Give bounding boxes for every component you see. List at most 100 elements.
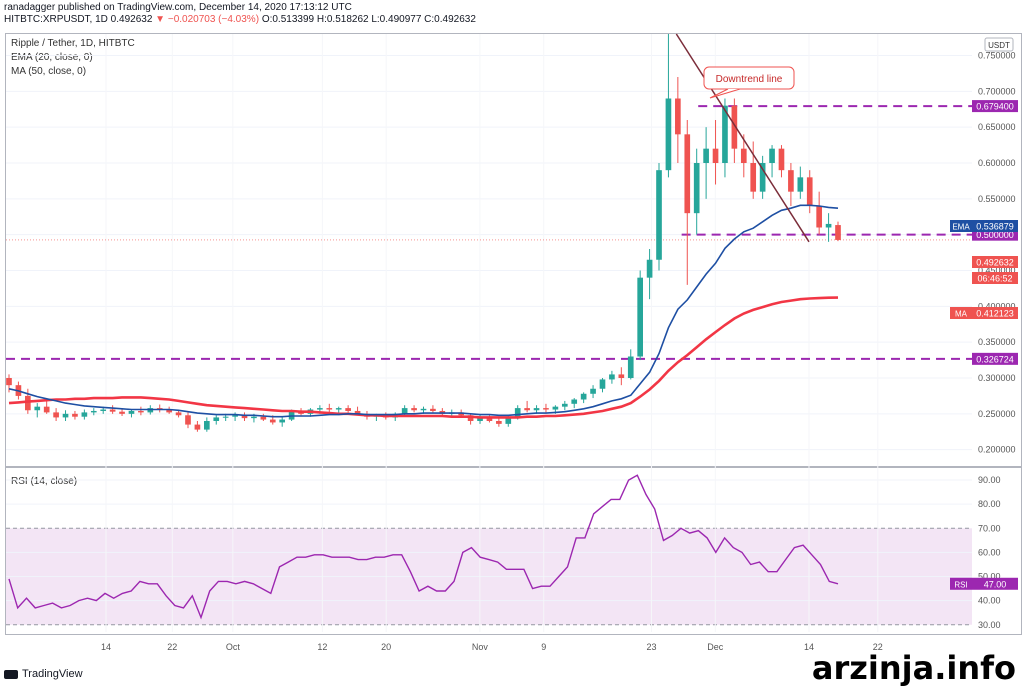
price-tag-bg: [972, 272, 1018, 284]
candle-body: [590, 388, 596, 394]
candle-body: [128, 410, 135, 414]
candle-body: [524, 408, 530, 411]
price-tag-name: EMA: [952, 223, 970, 232]
candle-body: [232, 415, 238, 417]
candle-body: [119, 411, 125, 414]
y-tick-label: 0.300000: [978, 373, 1016, 383]
tradingview-brand[interactable]: TradingView: [4, 668, 83, 680]
candle-body: [806, 177, 813, 206]
legend-ema[interactable]: EMA (20, close, 0): [11, 52, 93, 63]
candle-body: [788, 170, 794, 192]
candle-body: [241, 415, 248, 419]
rsi-tick-label: 70.00: [978, 523, 1001, 533]
legend-ma[interactable]: MA (50, close, 0): [11, 66, 87, 77]
legend-rsi[interactable]: RSI (14, close): [11, 476, 78, 487]
candle-body: [656, 170, 662, 260]
legend-symbol[interactable]: Ripple / Tether, 1D, HITBTC: [11, 38, 135, 49]
candle-body: [279, 419, 286, 423]
rsi-tick-label: 30.00: [978, 620, 1001, 630]
candle-body: [637, 277, 643, 357]
candle-body: [599, 379, 606, 389]
candle-body: [175, 412, 182, 416]
candle-body: [109, 409, 116, 412]
candle-body: [335, 408, 342, 410]
currency-badge-bg: [984, 37, 1014, 52]
candle-body: [6, 378, 12, 386]
y-tick-label: 0.450000: [978, 266, 1016, 276]
y-tick-label: 0.750000: [978, 51, 1016, 61]
price-tag-name-bg: [950, 307, 972, 319]
candle-body: [665, 98, 672, 171]
ma-50-line: [8, 296, 839, 419]
y-tick-label: 0.400000: [978, 301, 1016, 311]
candle-body: [467, 415, 474, 421]
candle-body: [477, 418, 483, 421]
candle-body: [62, 413, 69, 418]
rsi-tick-label: 60.00: [978, 547, 1001, 557]
brand-label: TradingView: [22, 668, 83, 680]
y-tick-label: 0.550000: [978, 194, 1016, 204]
candle-body: [185, 415, 191, 425]
publish-info: ranadagger published on TradingView.com,…: [4, 2, 352, 13]
candle-body: [646, 259, 653, 278]
candle-body: [25, 395, 31, 411]
candle-body: [712, 148, 719, 163]
annotation-box: [703, 66, 795, 90]
rsi-tick-label: 90.00: [978, 475, 1001, 485]
candle-body: [561, 403, 568, 407]
candle-body: [486, 418, 493, 421]
price-tag-bg: [972, 256, 1018, 268]
x-tick-label: Dec: [707, 642, 724, 652]
tradingview-logo-icon: [4, 669, 18, 679]
price-tag: 0.536879: [976, 222, 1014, 232]
candle-body: [401, 408, 408, 414]
candle-body: [759, 163, 766, 192]
price-tag-name-bg: [950, 220, 972, 232]
price-tag: 0.492632: [976, 258, 1014, 268]
currency-badge: USDT: [988, 41, 1010, 50]
candle-body: [354, 410, 361, 414]
candle-body: [571, 399, 578, 404]
candle-body: [684, 134, 691, 214]
candle-body: [72, 413, 78, 417]
price-tag-bg: [972, 220, 1018, 232]
symbol-quote-line: HITBTC:XRPUSDT, 1D 0.492632 ▼ −0.020703 …: [4, 14, 476, 25]
candle-body: [618, 374, 625, 378]
level-label: 0.326724: [976, 354, 1014, 364]
candle-body: [194, 424, 201, 430]
rsi-tick-label: 50.00: [978, 572, 1001, 582]
candle-body: [496, 421, 502, 424]
candle-body: [213, 417, 220, 421]
price-change: ▼ −0.020703 (−4.03%): [155, 14, 260, 25]
price-tag: 06:46:52: [977, 274, 1012, 284]
candle-body: [750, 163, 757, 192]
y-tick-label: 0.200000: [978, 445, 1016, 455]
x-tick-label: 14: [101, 642, 111, 652]
candle-body: [533, 408, 540, 411]
candle-body: [769, 148, 775, 163]
candle-body: [514, 408, 521, 418]
candle-body: [53, 412, 59, 418]
x-tick-label: Nov: [472, 642, 489, 652]
y-tick-label: 0.650000: [978, 122, 1016, 132]
candle-body: [100, 409, 107, 411]
level-label: 0.679400: [976, 102, 1014, 112]
candle-body: [430, 408, 436, 411]
candle-body: [609, 374, 615, 380]
price-tag-name: MA: [955, 310, 968, 319]
candle-body: [260, 416, 267, 420]
candle-body: [43, 406, 50, 413]
candle-body: [251, 416, 257, 419]
level-label-bg: [972, 100, 1018, 113]
rsi-line: [8, 474, 839, 620]
candle-body: [138, 410, 144, 413]
downtrend-line: [675, 33, 810, 243]
x-tick-label: 14: [804, 642, 814, 652]
candle-body: [90, 410, 97, 413]
y-tick-label: 0.700000: [978, 86, 1016, 96]
candle-body: [825, 223, 832, 228]
candle-body: [269, 419, 276, 423]
candle-body: [778, 148, 785, 171]
watermark: arzinja.info: [811, 649, 1016, 687]
